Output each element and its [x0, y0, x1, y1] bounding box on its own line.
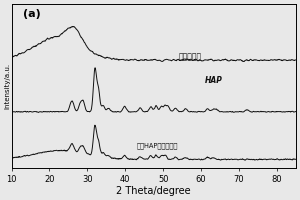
Text: (a): (a): [23, 9, 41, 19]
Text: HAP: HAP: [205, 76, 223, 85]
Text: 负载HAP生物活性炭: 负载HAP生物活性炭: [136, 143, 178, 149]
Text: 生物活性炭: 生物活性炭: [178, 52, 202, 61]
Y-axis label: Intensity/a.u.: Intensity/a.u.: [4, 63, 10, 109]
X-axis label: 2 Theta/degree: 2 Theta/degree: [116, 186, 191, 196]
